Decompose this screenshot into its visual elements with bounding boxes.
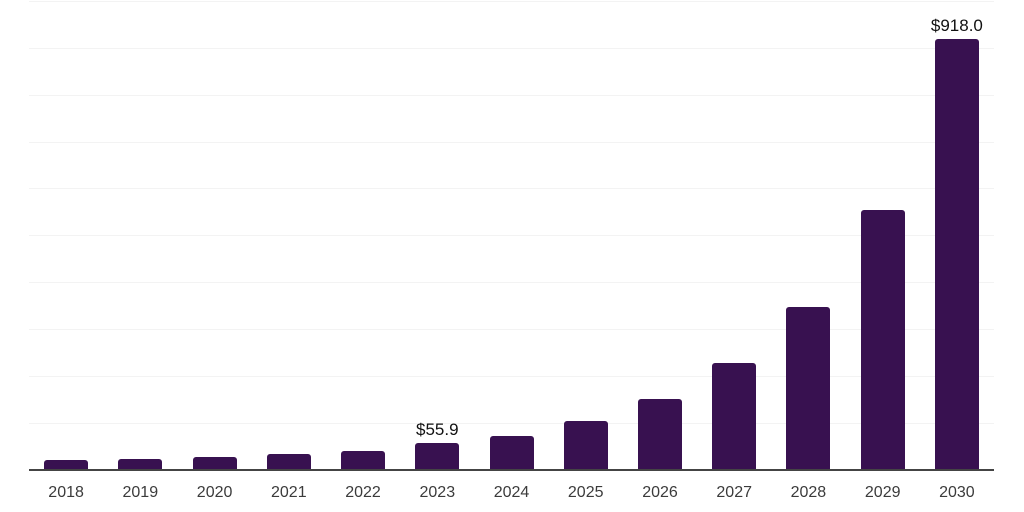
gridline <box>29 422 994 424</box>
bar-2028 <box>786 306 831 470</box>
x-tick-label-2022: 2022 <box>345 484 381 501</box>
x-tick-label-2023: 2023 <box>419 484 456 501</box>
gridline <box>29 141 994 143</box>
x-tick-label-2028: 2028 <box>790 484 827 501</box>
gridline <box>29 1 994 2</box>
bar-2030 <box>934 39 979 470</box>
bar-2025 <box>563 420 608 470</box>
gridline <box>29 235 994 237</box>
gridline <box>29 94 994 96</box>
bar-2021 <box>266 453 311 470</box>
x-tick-label-2019: 2019 <box>122 484 159 501</box>
bar-2019 <box>118 459 163 470</box>
bar-2022 <box>341 450 385 470</box>
bar-2018 <box>44 460 89 470</box>
bar-2024 <box>489 435 534 470</box>
gridline <box>29 47 994 49</box>
bar-value-label-2030: $918.0 <box>930 16 983 36</box>
gridline <box>29 282 994 283</box>
x-tick-label-2030: 2030 <box>939 484 975 501</box>
bar-value-label-2023: $55.9 <box>416 420 459 440</box>
x-tick-label-2025: 2025 <box>567 484 604 501</box>
gridline <box>29 375 994 377</box>
bar-2026 <box>638 399 682 470</box>
x-tick-label-2021: 2021 <box>271 484 307 501</box>
gridline <box>29 328 994 330</box>
x-tick-label-2026: 2026 <box>642 484 678 501</box>
gridline <box>29 188 994 190</box>
x-tick-label-2024: 2024 <box>493 484 530 501</box>
x-tick-label-2027: 2027 <box>716 484 752 501</box>
bar-2029 <box>860 210 905 470</box>
x-axis-line <box>29 469 994 471</box>
x-tick-label-2029: 2029 <box>864 484 901 501</box>
x-tick-label-2020: 2020 <box>196 484 233 501</box>
bar-2027 <box>712 363 757 470</box>
bar-2020 <box>192 457 237 470</box>
x-tick-label-2018: 2018 <box>48 484 84 501</box>
bar-2023 <box>415 443 460 470</box>
